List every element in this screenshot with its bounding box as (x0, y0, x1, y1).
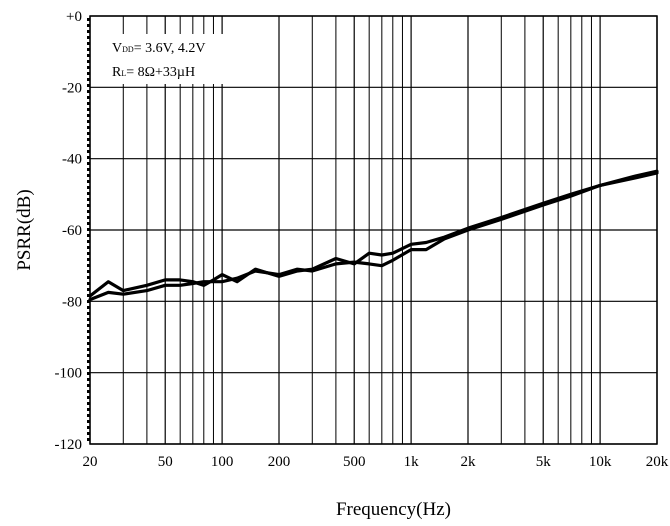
x-tick-label: 10k (589, 454, 612, 470)
axis-dot (87, 144, 90, 147)
axis-dot (87, 192, 90, 195)
axis-dot (87, 228, 90, 231)
axis-dot (87, 312, 90, 315)
axis-dot (87, 252, 90, 255)
series-line-1 (88, 169, 659, 298)
axis-dot (87, 246, 90, 249)
axis-dot (87, 54, 90, 57)
x-tick-label: 1k (404, 454, 420, 470)
axis-dot (87, 72, 90, 75)
axis-dot (87, 324, 90, 327)
axis-dot (87, 150, 90, 153)
axis-dot (87, 348, 90, 351)
axis-dot (87, 108, 90, 111)
axis-dot (87, 114, 90, 117)
y-tick-labels: +0 -20 -40 -60 -80 -100 -120 (55, 9, 83, 453)
x-tick-label: 20k (646, 454, 669, 470)
axis-dot (87, 426, 90, 429)
axis-dot (87, 198, 90, 201)
annotation-background (98, 34, 258, 84)
axis-dot (87, 384, 90, 387)
axis-dot (87, 96, 90, 99)
axis-dot (87, 342, 90, 345)
y-axis-title: PSRR(dB) (14, 189, 35, 270)
axis-dot (87, 438, 90, 441)
y-tick-label: -120 (55, 437, 83, 453)
axis-dot (87, 222, 90, 225)
series-line-2 (88, 171, 659, 302)
axis-dot (87, 282, 90, 285)
axis-dot (87, 24, 90, 27)
x-tick-label: 200 (268, 454, 291, 470)
axis-dot (87, 402, 90, 405)
axis-dot (87, 48, 90, 51)
x-tick-labels: 20 50 100 200 500 1k 2k 5k 10k 20k (83, 454, 669, 470)
axis-dot (87, 306, 90, 309)
axis-dot (87, 66, 90, 69)
axis-dot (87, 366, 90, 369)
y-tick-label: -60 (62, 223, 82, 239)
axis-dot (87, 216, 90, 219)
x-tick-label: 2k (461, 454, 477, 470)
axis-dot (87, 234, 90, 237)
x-tick-label: 500 (343, 454, 366, 470)
plot-frame (89, 15, 658, 445)
x-tick-label: 50 (158, 454, 173, 470)
x-tick-label: 20 (83, 454, 98, 470)
axis-dot (87, 396, 90, 399)
y-tick-label: -80 (62, 294, 82, 310)
series-group (88, 169, 659, 302)
axis-dot (87, 126, 90, 129)
axis-dot (87, 432, 90, 435)
axis-dot (87, 138, 90, 141)
axis-dot (87, 186, 90, 189)
axis-dot (87, 120, 90, 123)
axis-dot (87, 288, 90, 291)
axis-dot (87, 420, 90, 423)
y-tick-label: -40 (62, 152, 82, 168)
x-axis-title: Frequency(Hz) (336, 499, 451, 520)
axis-dot (87, 60, 90, 63)
axis-dot (87, 162, 90, 165)
axis-dot (87, 36, 90, 39)
axis-dot (87, 258, 90, 261)
axis-dot (87, 270, 90, 273)
annotation-supply-voltage: VDD= 3.6V, 4.2V (112, 41, 206, 56)
axis-dot (87, 90, 90, 93)
axis-dot (87, 354, 90, 357)
x-tick-label: 5k (536, 454, 552, 470)
axis-dot (87, 360, 90, 363)
axis-dot (87, 300, 90, 303)
axis-dot (87, 204, 90, 207)
axis-dot (87, 78, 90, 81)
axis-dot (87, 414, 90, 417)
axis-dot (87, 276, 90, 279)
axis-dot (87, 174, 90, 177)
axis-dot (87, 408, 90, 411)
y-tick-label: +0 (66, 9, 82, 25)
y-tick-label: -20 (62, 80, 82, 96)
axis-dot (87, 180, 90, 183)
y-tick-label: -100 (55, 366, 83, 382)
axis-dot (87, 372, 90, 375)
axis-dot (87, 168, 90, 171)
axis-dot (87, 42, 90, 45)
axis-dot (87, 156, 90, 159)
axis-dot (87, 102, 90, 105)
axis-dot (87, 390, 90, 393)
axis-dot (87, 18, 90, 21)
axis-dot (87, 240, 90, 243)
axis-dot (87, 30, 90, 33)
axis-dot (87, 378, 90, 381)
axis-dot (87, 210, 90, 213)
annotation-load: RL= 8Ω+33µH (112, 65, 195, 80)
axis-dot (87, 330, 90, 333)
x-tick-label: 100 (211, 454, 234, 470)
axis-dot (87, 318, 90, 321)
axis-dot (87, 132, 90, 135)
axis-dot (87, 336, 90, 339)
axis-dot (87, 84, 90, 87)
axis-dot (87, 264, 90, 267)
